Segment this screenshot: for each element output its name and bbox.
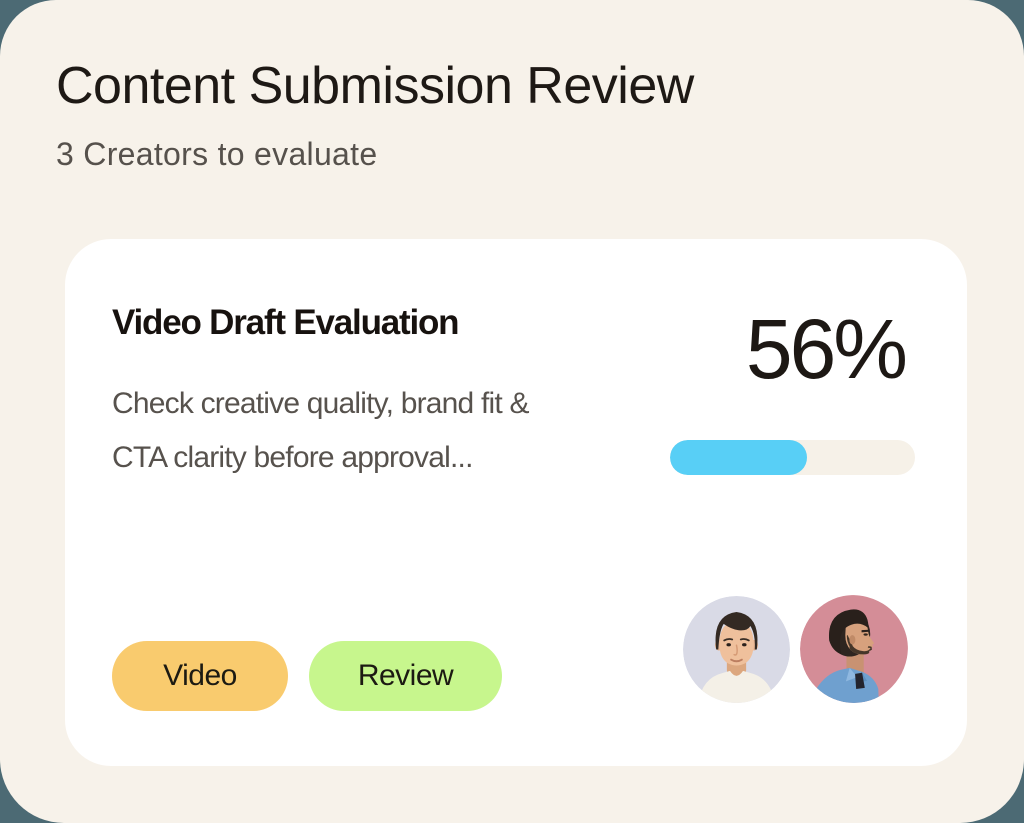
card-description: Check creative quality, brand fit & CTA … xyxy=(112,377,529,485)
creator-avatar-1-illustration xyxy=(683,596,790,703)
tag-video-button[interactable]: Video xyxy=(112,641,288,711)
page-subtitle: 3 Creators to evaluate xyxy=(56,136,378,172)
page-title: Content Submission Review xyxy=(56,57,694,115)
progress-fill xyxy=(670,440,808,475)
submission-card: Video Draft Evaluation Check creative qu… xyxy=(65,239,967,766)
card-title: Video Draft Evaluation xyxy=(112,303,460,342)
creator-avatar-2[interactable] xyxy=(800,595,908,703)
creator-avatar-1[interactable] xyxy=(683,596,790,703)
progress-percent-label: 56% xyxy=(745,302,908,396)
card-description-line-2: CTA clarity before approval... xyxy=(112,441,473,474)
progress-bar-track xyxy=(670,440,915,475)
creator-avatar-2-illustration xyxy=(800,595,908,703)
tag-row: Video Review xyxy=(112,641,502,711)
tag-review-button[interactable]: Review xyxy=(309,641,502,711)
card-description-line-1: Check creative quality, brand fit & xyxy=(112,387,529,420)
